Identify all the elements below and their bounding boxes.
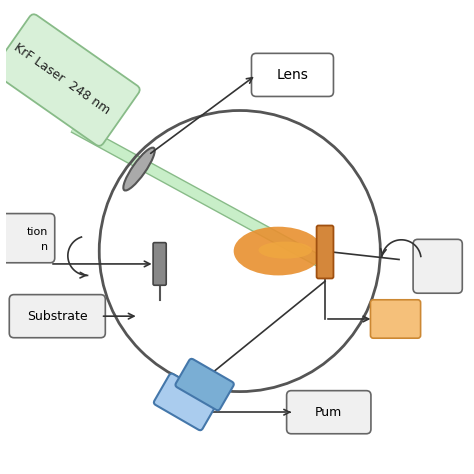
Text: Pum: Pum [315,406,342,419]
Ellipse shape [123,147,155,191]
FancyBboxPatch shape [287,391,371,434]
Text: n: n [41,242,48,252]
Ellipse shape [258,242,312,259]
Text: Substrate: Substrate [27,310,88,323]
FancyBboxPatch shape [413,239,462,293]
FancyBboxPatch shape [252,54,334,97]
FancyBboxPatch shape [153,243,166,285]
Text: tion: tion [27,227,48,237]
Text: KrF Laser  248 nm: KrF Laser 248 nm [11,41,112,117]
Ellipse shape [234,227,323,275]
FancyBboxPatch shape [371,300,420,338]
FancyBboxPatch shape [154,374,218,430]
FancyBboxPatch shape [0,214,55,263]
FancyBboxPatch shape [9,295,105,337]
FancyBboxPatch shape [175,359,234,410]
FancyBboxPatch shape [317,226,334,278]
FancyBboxPatch shape [0,14,140,146]
Text: Lens: Lens [276,68,309,82]
